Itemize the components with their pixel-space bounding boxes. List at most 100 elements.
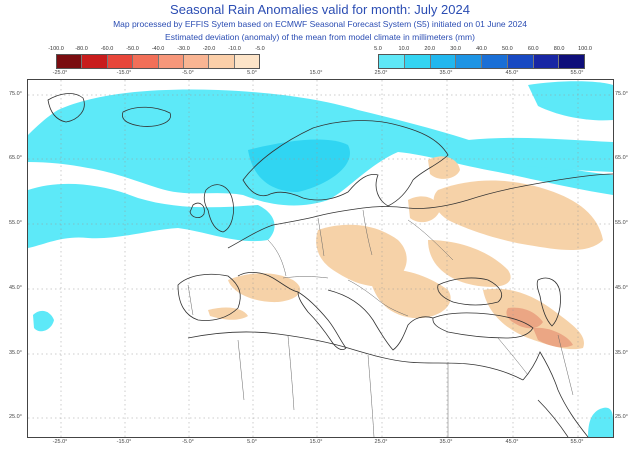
coastline-continent-north (227, 173, 613, 249)
legend-positive-ticks: 5.0 10.0 20.0 30.0 40.0 50.0 60.0 80.0 1… (374, 46, 592, 54)
map-frame (27, 79, 614, 438)
legend-positive-swatch-4 (456, 55, 482, 68)
border-balkans (347, 279, 409, 317)
lat-label: 35.0° (9, 350, 22, 356)
lat-label: 25.0° (9, 414, 22, 420)
border-germany-poland (317, 217, 325, 257)
lon-label: -15.0° (116, 70, 132, 76)
coastline-levant-arabia (522, 351, 589, 437)
legend-tick: -50.0 (126, 46, 139, 52)
legend-positive-swatch-6 (507, 55, 534, 68)
lon-label: -25.0° (52, 439, 68, 445)
dry-anomaly-baltic (408, 196, 440, 223)
lon-label: 15.0° (309, 70, 323, 76)
lat-label: 75.0° (9, 91, 22, 97)
dry-anomaly-caucasus-core (506, 307, 543, 329)
wet-anomaly-norway-sea (248, 139, 350, 192)
wet-anomaly-areas (28, 81, 613, 437)
lat-label: 75.0° (615, 91, 628, 97)
legend-negative-swatch-2 (82, 55, 108, 68)
coastline-greenland (47, 93, 85, 123)
coastline-red-sea (537, 399, 569, 437)
lat-label: 25.0° (615, 414, 628, 420)
border-spain-portugal (187, 284, 194, 316)
border-ukraine-russia (407, 219, 454, 261)
coastline-france-mediterranean (237, 272, 299, 293)
dry-anomaly-areas (208, 156, 603, 350)
wet-anomaly-iceland (119, 104, 177, 128)
legend-negative-swatch-5 (158, 55, 184, 68)
border-poland-belarus (362, 209, 373, 256)
coastline-scandinavia (242, 120, 449, 207)
lat-label: 65.0° (615, 155, 628, 161)
country-borders (187, 209, 574, 437)
legend-tick: -5.0 (255, 46, 265, 52)
coastline-turkey (432, 312, 534, 339)
lat-label: 55.0° (615, 220, 628, 226)
legend-tick: -100.0 (48, 46, 64, 52)
lon-label: 25.0° (374, 70, 388, 76)
coastline-balkans-greece (327, 289, 434, 351)
lat-label: 55.0° (9, 220, 22, 226)
lat-label: 35.0° (615, 350, 628, 356)
border-alps (282, 276, 329, 279)
legend-positive-swatch-8 (559, 55, 584, 68)
wet-anomaly-atlantic-west (28, 183, 275, 248)
lon-label: 55.0° (570, 439, 584, 445)
lon-label: 25.0° (374, 439, 388, 445)
map-title: Seasonal Rain Anomalies valid for month:… (170, 2, 470, 17)
coastlines (47, 93, 613, 437)
lon-label: -5.0° (182, 70, 194, 76)
legend-tick: 100.0 (578, 46, 592, 52)
coastline-north-africa (187, 331, 524, 381)
map-subtitle-source: Map processed by EFFIS Sytem based on EC… (113, 19, 527, 29)
dry-anomaly-russia (433, 180, 603, 250)
legend-positive-anomaly: 5.0 10.0 20.0 30.0 40.0 50.0 60.0 80.0 1… (374, 46, 592, 69)
dry-anomaly-maghreb (208, 307, 248, 320)
lon-label: -25.0° (52, 70, 68, 76)
legend-negative-swatch-1 (57, 55, 83, 68)
dry-anomaly-france-alps (228, 273, 301, 303)
lon-label: 5.0° (247, 439, 257, 445)
coastline-iceland (121, 106, 171, 127)
lat-label: 45.0° (9, 285, 22, 291)
europe-map (28, 80, 613, 437)
wet-anomaly-red-sea (588, 407, 613, 437)
coastline-italy (297, 291, 347, 350)
legend-tick: 30.0 (450, 46, 461, 52)
lon-label: 35.0° (439, 439, 453, 445)
legend-negative-swatch-4 (133, 55, 159, 68)
legend-tick: 20.0 (424, 46, 436, 52)
lon-label: 55.0° (570, 70, 584, 76)
border-middle-east (497, 334, 574, 396)
lon-label: 45.0° (505, 70, 519, 76)
legend-positive-swatch-7 (533, 55, 560, 68)
map-subtitle-description: Estimated deviation (anomaly) of the mea… (165, 32, 475, 42)
legend-tick: -60.0 (100, 46, 114, 52)
legend-positive-swatch-2 (404, 55, 431, 68)
legend-positive-swatch-5 (482, 55, 508, 68)
wet-anomaly-russia-north (468, 137, 613, 172)
dry-anomaly-iran-core (533, 327, 573, 348)
coastline-iberia (177, 273, 241, 321)
legend-positive-swatch-3 (430, 55, 457, 68)
legend-tick: 60.0 (527, 46, 539, 52)
legend-negative-swatch-8 (234, 55, 259, 68)
lat-label: 45.0° (615, 285, 628, 291)
legend-negative-swatch-3 (107, 55, 134, 68)
coastline-british-isles (189, 184, 234, 233)
dry-anomaly-ukraine (428, 240, 511, 287)
coastline-black-sea (437, 277, 502, 306)
coastline-caspian (536, 277, 561, 327)
legend-negative-swatches (56, 54, 260, 69)
legend-positive-swatch-1 (379, 55, 405, 68)
legend-negative-swatch-6 (183, 55, 210, 68)
legend-tick: -20.0 (202, 46, 216, 52)
lon-label: 15.0° (309, 439, 323, 445)
legend-tick: 40.0 (476, 46, 487, 52)
lon-label: -5.0° (182, 439, 194, 445)
wet-anomaly-svalbard (528, 81, 613, 121)
wet-anomaly-portugal (33, 310, 54, 332)
legend-negative-anomaly: -100.0 -80.0 -60.0 -50.0 -40.0 -30.0 -20… (48, 46, 265, 69)
legend-tick: 80.0 (553, 46, 565, 52)
